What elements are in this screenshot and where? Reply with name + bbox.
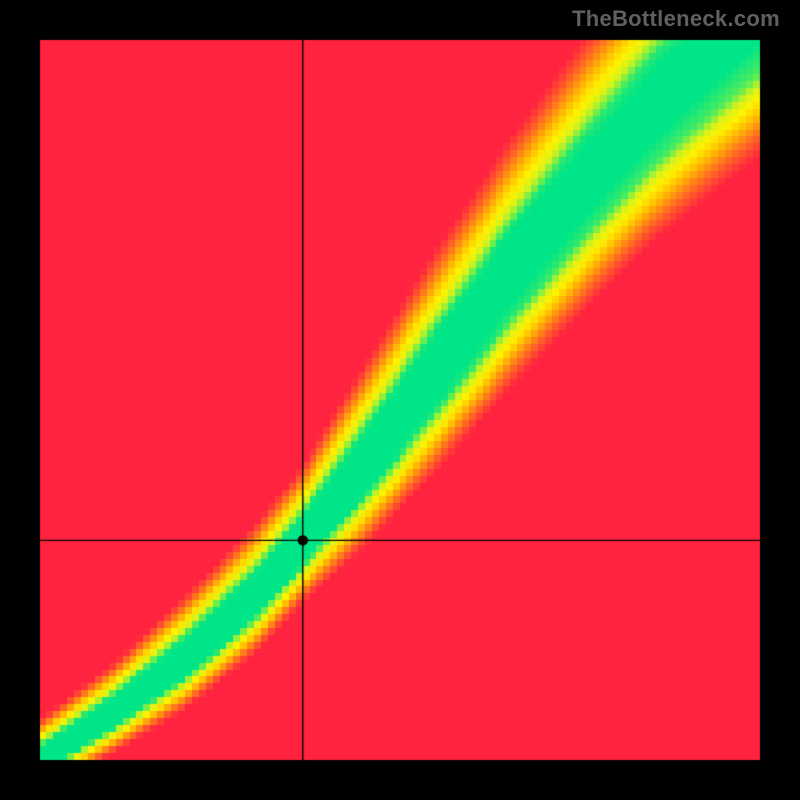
watermark-text: TheBottleneck.com (572, 6, 780, 32)
bottleneck-heatmap (0, 0, 800, 800)
